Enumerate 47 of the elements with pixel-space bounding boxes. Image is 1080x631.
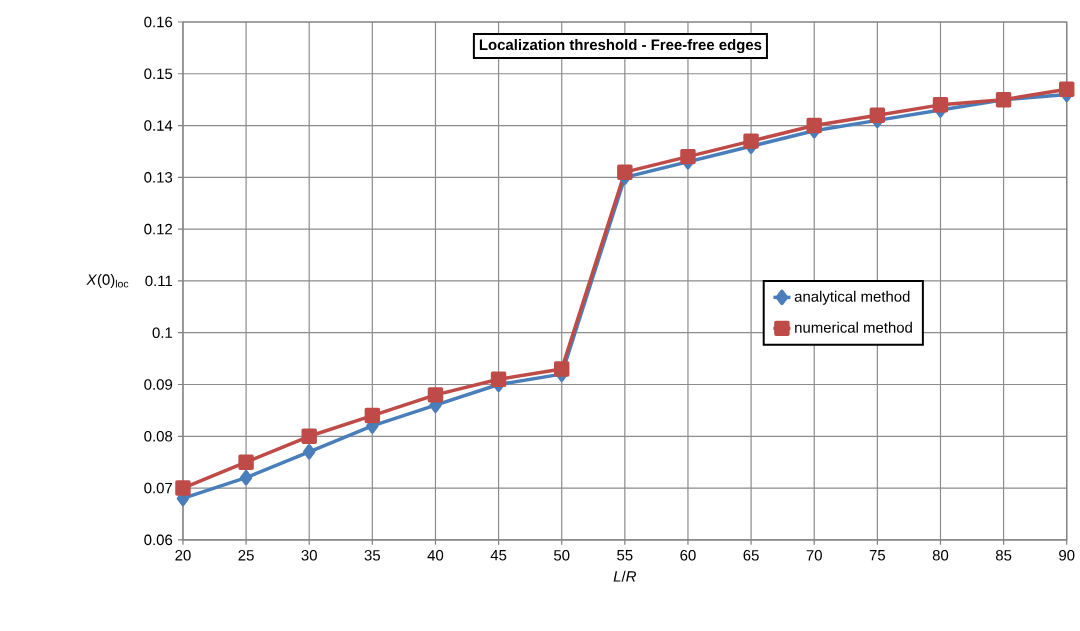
x-tick-label: 80 [932,550,949,561]
x-tick-label: 90 [1059,550,1075,561]
x-tick-label: 65 [743,550,759,561]
x-tick-label: 35 [364,550,381,561]
point [490,371,507,388]
x-tick-label: 50 [554,550,570,561]
x-tick-label: 70 [806,550,822,561]
x-tick-label: 25 [238,550,254,561]
point [680,148,696,165]
y-tick-label: 0.13 [144,172,173,183]
y-tick-label: 0.09 [144,379,173,390]
legend-label: numerical method [795,321,912,333]
point [743,133,759,149]
point [302,444,316,460]
x-tick-label: 85 [995,550,1012,561]
point [617,164,633,180]
x-tick-label: 45 [490,550,507,561]
x-tick-label: 75 [869,550,886,561]
y-tick-label: 0.06 [144,534,173,546]
point [553,361,570,377]
text: Localization threshold - Free-free edges [479,39,762,54]
y-tick-label: 0.16 [144,16,173,28]
y-tick-label: 0.12 [144,223,173,235]
x-tick-label: 40 [427,550,444,561]
x-axis-title: L/R [613,570,636,582]
legend-label: analytical method [794,290,910,305]
point [175,480,191,496]
x-tick-label: 60 [680,550,696,561]
point [932,97,949,113]
y-tick-label: 0.1 [152,327,173,339]
y-tick-label: 0.11 [145,275,173,287]
x-tick-label: 55 [617,550,633,561]
y-tick-label: 0.15 [144,68,173,80]
point [239,470,253,486]
point [364,407,381,424]
x-tick-label: 30 [301,550,317,561]
point [238,454,254,470]
y-tick-label: 0.07 [144,482,173,494]
y-axis-title: X(0)$_{loc}$ [86,274,129,288]
point [301,428,317,445]
point [806,117,822,134]
y-tick-label: 0.08 [144,431,173,442]
x-tick-label: 20 [175,550,191,561]
point [1058,81,1075,98]
y-tick-label: 0.14 [144,120,173,131]
point [427,387,444,403]
point [869,107,886,124]
